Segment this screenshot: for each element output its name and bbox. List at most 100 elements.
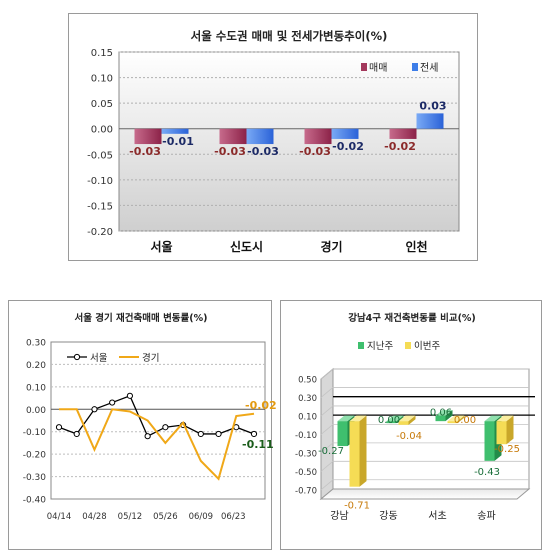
data-point [144, 433, 151, 440]
bar-top-이번주 [496, 415, 514, 422]
data-point [73, 430, 80, 438]
x-tick-label: 06/23 [221, 512, 246, 522]
gridline [320, 423, 529, 435]
y-tick-label: 0.10 [26, 383, 46, 393]
data-label: -0.01 [162, 135, 194, 148]
chart-title: 서울 경기 재건축매매 변동률(%) [74, 312, 207, 324]
data-point [197, 430, 204, 438]
y-tick-label: -0.15 [87, 201, 113, 212]
bar-지난주 [337, 421, 348, 447]
gridline [320, 442, 529, 454]
x-tick-label: 인천 [405, 239, 427, 254]
legend-label: 이번주 [414, 341, 440, 352]
chart-title: 서울 수도권 매매 및 전세가변동추이(%) [191, 29, 388, 43]
bottom-left-chart-svg: 서울 경기 재건축매매 변동률(%) 0.30 0.20 0.10 0.00 -0.10… [23, 312, 277, 522]
y-tick-label: -0.10 [87, 176, 113, 187]
floor [319, 488, 531, 500]
x-tick-label: 강남 [330, 510, 348, 522]
data-point [109, 399, 116, 406]
top-chart-panel: 서울 수도권 매매 및 전세가변동추이(%) 0.15 0.10 0.05 0.00 -… [68, 13, 478, 261]
data-label: 0.03 [419, 99, 446, 112]
x-tick-label: 강동 [379, 510, 397, 522]
data-label: -0.02 [332, 140, 364, 153]
y-tick-label: 0.15 [91, 48, 113, 59]
data-label: -0.43 [474, 467, 500, 478]
data-point [91, 406, 98, 413]
bar-매매 [134, 128, 162, 145]
gridline [320, 387, 529, 398]
data-label: -0.03 [299, 145, 331, 158]
y-tick-label: 0.00 [91, 125, 113, 136]
bar-전세 [331, 128, 359, 139]
x-tick-label: 05/26 [153, 512, 178, 522]
end-label: -0.11 [242, 438, 274, 451]
bar-전세 [246, 128, 274, 145]
bottom-right-chart-panel: 강남4구 재건축변동률 비교(%) 0.50 0.30 0.10 -0.10 -0.30… [280, 300, 542, 550]
y-tick-label: 0.10 [91, 74, 113, 85]
x-tick-label: 04/28 [82, 512, 107, 522]
data-point [250, 430, 258, 438]
bar-매매 [219, 128, 247, 145]
legend-label: 경기 [142, 352, 159, 364]
bar-top-지난주 [435, 410, 453, 416]
legend-marker [73, 353, 81, 361]
y-tick-label: 0.50 [298, 376, 317, 386]
x-tick-label: 신도시 [230, 239, 263, 254]
bar-매매 [304, 128, 332, 145]
x-tick-label: 04/14 [47, 512, 72, 522]
legend-label: 서울 [90, 353, 108, 364]
bar-매매 [389, 128, 417, 139]
legend-label: 지난주 [367, 341, 393, 352]
bar-지난주 [386, 421, 397, 424]
bottom-right-chart-svg: 강남4구 재건축변동률 비교(%) 0.50 0.30 0.10 -0.10 -0.30… [295, 312, 535, 522]
y-tick-label: -0.20 [87, 227, 113, 238]
bar-이번주 [349, 421, 360, 487]
data-label: -0.03 [247, 145, 279, 158]
data-label: 0.00 [378, 415, 400, 426]
data-label: -0.03 [129, 145, 161, 158]
bar-side-이번주 [457, 415, 465, 424]
gridline [320, 368, 529, 380]
legend-swatch [405, 342, 411, 349]
gridline [320, 479, 529, 491]
bar-지난주 [435, 415, 446, 422]
gridline [320, 460, 529, 472]
bar-top-지난주 [386, 415, 404, 422]
data-point [126, 392, 134, 399]
x-tick-label: 경기 [320, 239, 342, 254]
y-tick-label: 0.20 [26, 361, 46, 371]
y-tick-label: -0.10 [23, 428, 47, 438]
plot-area [50, 341, 266, 500]
bar-side-지난주 [396, 415, 404, 424]
bar-이번주 [496, 421, 507, 445]
y-tick-label: 0.10 [298, 412, 317, 422]
bar-지난주 [484, 421, 495, 461]
y-tick-label: -0.20 [23, 451, 47, 461]
bar-전세 [416, 113, 444, 129]
x-tick-label: 송파 [477, 510, 495, 522]
data-label: -0.02 [384, 140, 416, 153]
bar-top-지난주 [337, 415, 355, 422]
bar-top-이번주 [398, 415, 416, 422]
bar-side-이번주 [408, 415, 416, 425]
y-tick-label: -0.50 [295, 468, 317, 478]
chart-title: 강남4구 재건축변동률 비교(%) [348, 312, 476, 324]
bar-이번주 [398, 421, 409, 425]
x-tick-label: 서초 [428, 510, 446, 522]
y-tick-label: -0.30 [23, 473, 47, 483]
bar-전세 [161, 128, 189, 134]
x-tick-label: 서울 [150, 239, 172, 254]
end-label: -0.02 [245, 399, 277, 412]
legend-swatch [361, 63, 367, 71]
y-tick-label: 0.30 [26, 339, 46, 349]
data-label: 0.00 [454, 415, 476, 426]
y-tick-label: -0.05 [87, 150, 113, 161]
series-line-경기 [59, 408, 255, 481]
bar-side-지난주 [445, 410, 453, 422]
legend-swatch [412, 63, 418, 71]
bar-top-이번주 [447, 415, 465, 422]
bar-side-이번주 [359, 415, 367, 487]
x-tick-label: 06/09 [189, 512, 214, 522]
bar-side-이번주 [506, 415, 514, 445]
gridline [320, 405, 529, 417]
